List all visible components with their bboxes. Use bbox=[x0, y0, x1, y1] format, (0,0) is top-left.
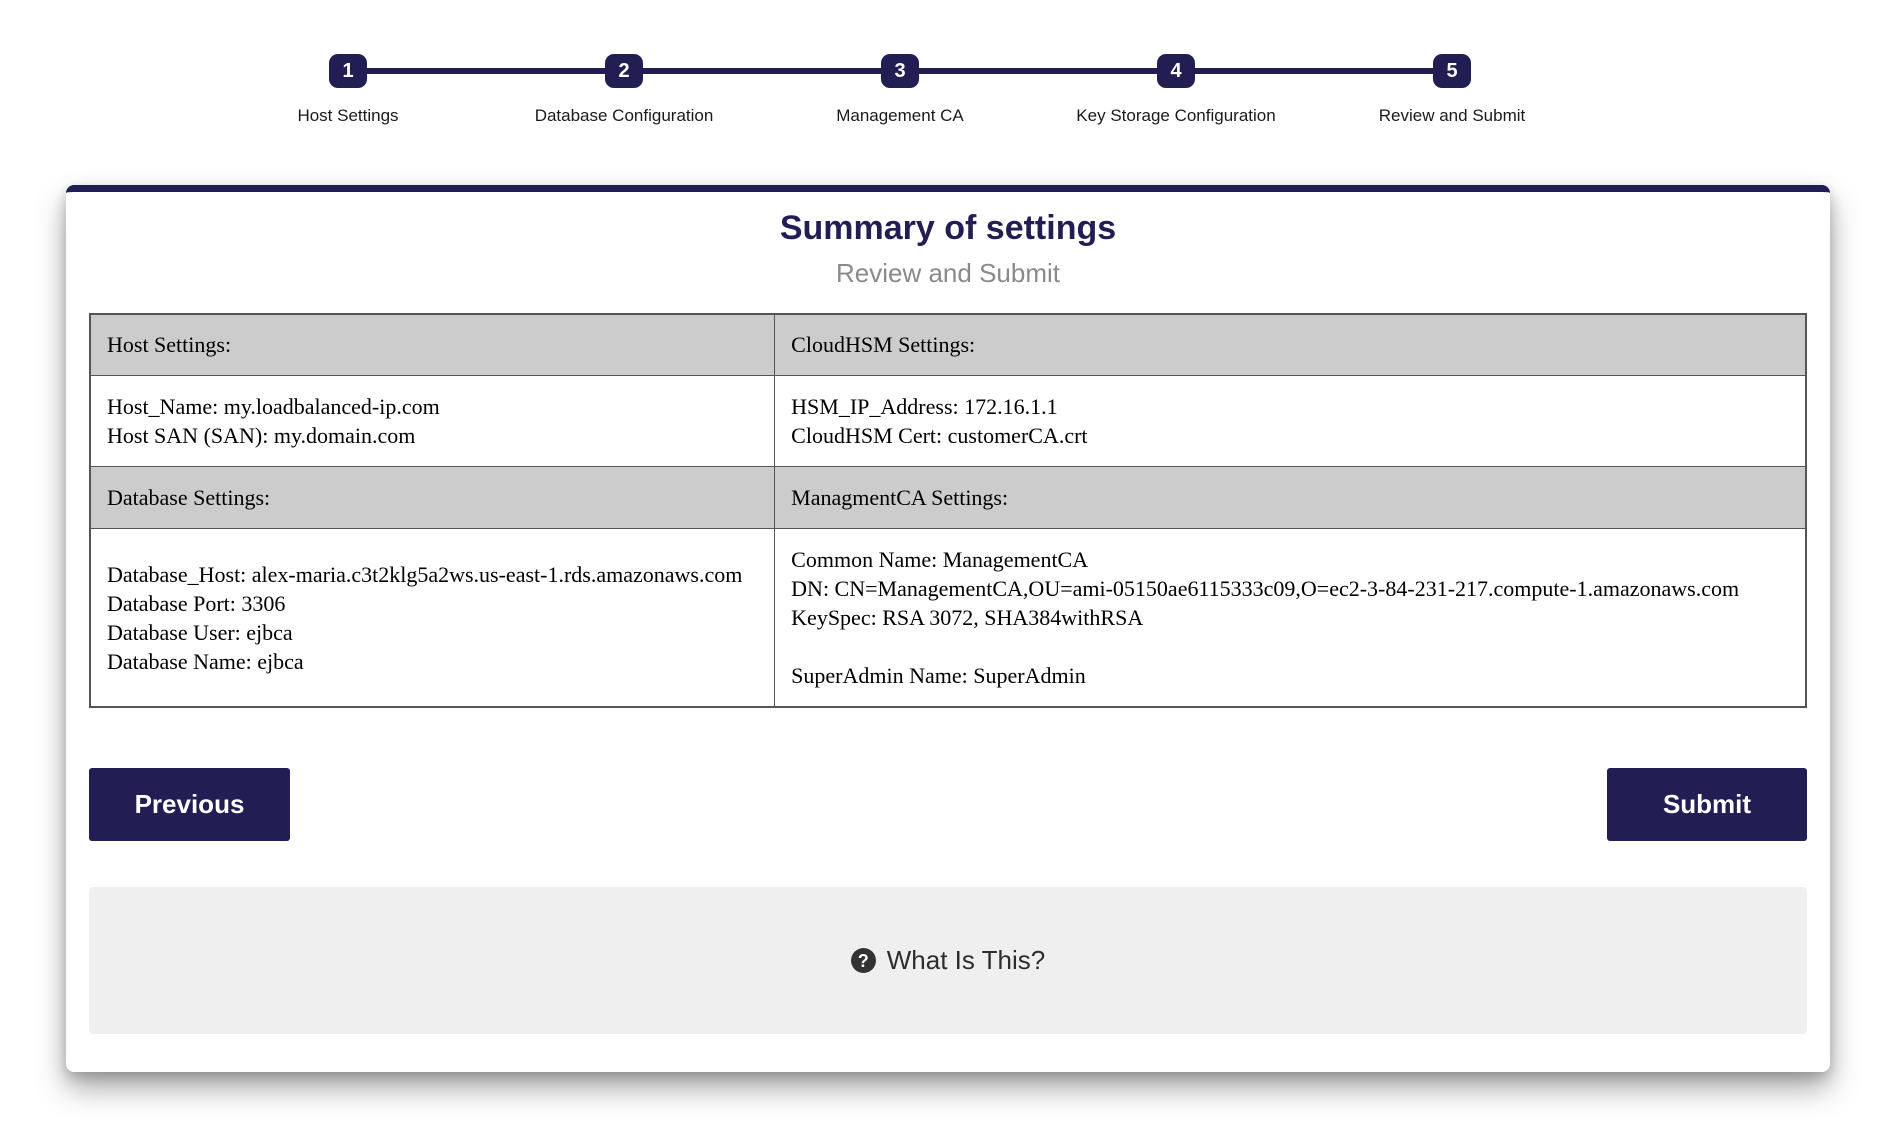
database-host-line: Database_Host: alex-maria.c3t2klg5a2ws.u… bbox=[107, 561, 743, 587]
cloudhsm-settings-header: CloudHSM Settings: bbox=[774, 313, 1807, 377]
wizard-actions: Previous Submit bbox=[89, 768, 1807, 842]
table-row-values-1: Host_Name: my.loadbalanced-ip.com Host S… bbox=[89, 375, 1807, 468]
host-name-line: Host_Name: my.loadbalanced-ip.com bbox=[107, 394, 440, 420]
database-settings-header: Database Settings: bbox=[89, 466, 776, 530]
summary-table: Host Settings: CloudHSM Settings: Host_N… bbox=[89, 312, 1807, 709]
stepper-step-key-storage-configuration: 4 Key Storage Configuration bbox=[1038, 40, 1314, 126]
step-5-badge: 5 bbox=[1433, 54, 1471, 88]
managementca-settings-header: ManagmentCA Settings: bbox=[774, 466, 1807, 530]
step-1-badge: 1 bbox=[329, 54, 367, 88]
step-3-label: Management CA bbox=[836, 106, 964, 125]
what-is-this-link[interactable]: ? What Is This? bbox=[850, 945, 1046, 976]
dn-line: DN: CN=ManagementCA,OU=ami-05150ae611533… bbox=[791, 576, 1740, 602]
cloudhsm-settings-cell: HSM_IP_Address: 172.16.1.1 CloudHSM Cert… bbox=[774, 375, 1807, 468]
table-row-values-2: Database_Host: alex-maria.c3t2klg5a2ws.u… bbox=[89, 528, 1807, 708]
help-question-icon: ? bbox=[850, 948, 876, 974]
previous-button[interactable]: Previous bbox=[89, 768, 290, 842]
step-2-badge: 2 bbox=[605, 54, 643, 88]
table-row-headers-1: Host Settings: CloudHSM Settings: bbox=[89, 313, 1807, 377]
hsm-ip-line: HSM_IP_Address: 172.16.1.1 bbox=[791, 394, 1058, 420]
step-5-label: Review and Submit bbox=[1378, 106, 1526, 125]
step-1-label: Host Settings bbox=[297, 106, 399, 125]
cloudhsm-cert-line: CloudHSM Cert: customerCA.crt bbox=[791, 423, 1088, 449]
keyspec-line: KeySpec: RSA 3072, SHA384withRSA bbox=[791, 605, 1144, 631]
host-settings-cell: Host_Name: my.loadbalanced-ip.com Host S… bbox=[89, 375, 776, 468]
managementca-settings-cell: Common Name: ManagementCA DN: CN=Managem… bbox=[774, 528, 1807, 708]
database-port-line: Database Port: 3306 bbox=[107, 590, 286, 616]
database-name-line: Database Name: ejbca bbox=[107, 648, 304, 674]
step-3-badge: 3 bbox=[881, 54, 919, 88]
step-4-label: Key Storage Configuration bbox=[1076, 106, 1276, 125]
help-label: What Is This? bbox=[886, 945, 1046, 976]
superadmin-name-line: SuperAdmin Name: SuperAdmin bbox=[791, 663, 1086, 689]
stepper-step-host-settings: 1 Host Settings bbox=[210, 40, 486, 126]
submit-button[interactable]: Submit bbox=[1607, 768, 1807, 842]
database-settings-cell: Database_Host: alex-maria.c3t2klg5a2ws.u… bbox=[89, 528, 776, 708]
blank-line bbox=[791, 632, 1789, 661]
common-name-line: Common Name: ManagementCA bbox=[791, 547, 1089, 573]
stepper-step-review-and-submit: 5 Review and Submit bbox=[1314, 40, 1590, 126]
stepper-step-management-ca: 3 Management CA bbox=[762, 40, 1038, 126]
table-row-headers-2: Database Settings: ManagmentCA Settings: bbox=[89, 466, 1807, 530]
summary-card: Summary of settings Review and Submit Ho… bbox=[66, 185, 1830, 1072]
wizard-stepper: 1 Host Settings 2 Database Configuration… bbox=[210, 40, 1590, 126]
page-title: Summary of settings bbox=[779, 209, 1117, 247]
host-san-line: Host SAN (SAN): my.domain.com bbox=[107, 423, 416, 449]
host-settings-header: Host Settings: bbox=[89, 313, 776, 377]
database-user-line: Database User: ejbca bbox=[107, 619, 293, 645]
step-2-label: Database Configuration bbox=[534, 106, 714, 125]
step-4-badge: 4 bbox=[1157, 54, 1195, 88]
page-subtitle: Review and Submit bbox=[836, 257, 1060, 288]
stepper-step-database-configuration: 2 Database Configuration bbox=[486, 40, 762, 126]
help-footer: ? What Is This? bbox=[89, 887, 1807, 1035]
